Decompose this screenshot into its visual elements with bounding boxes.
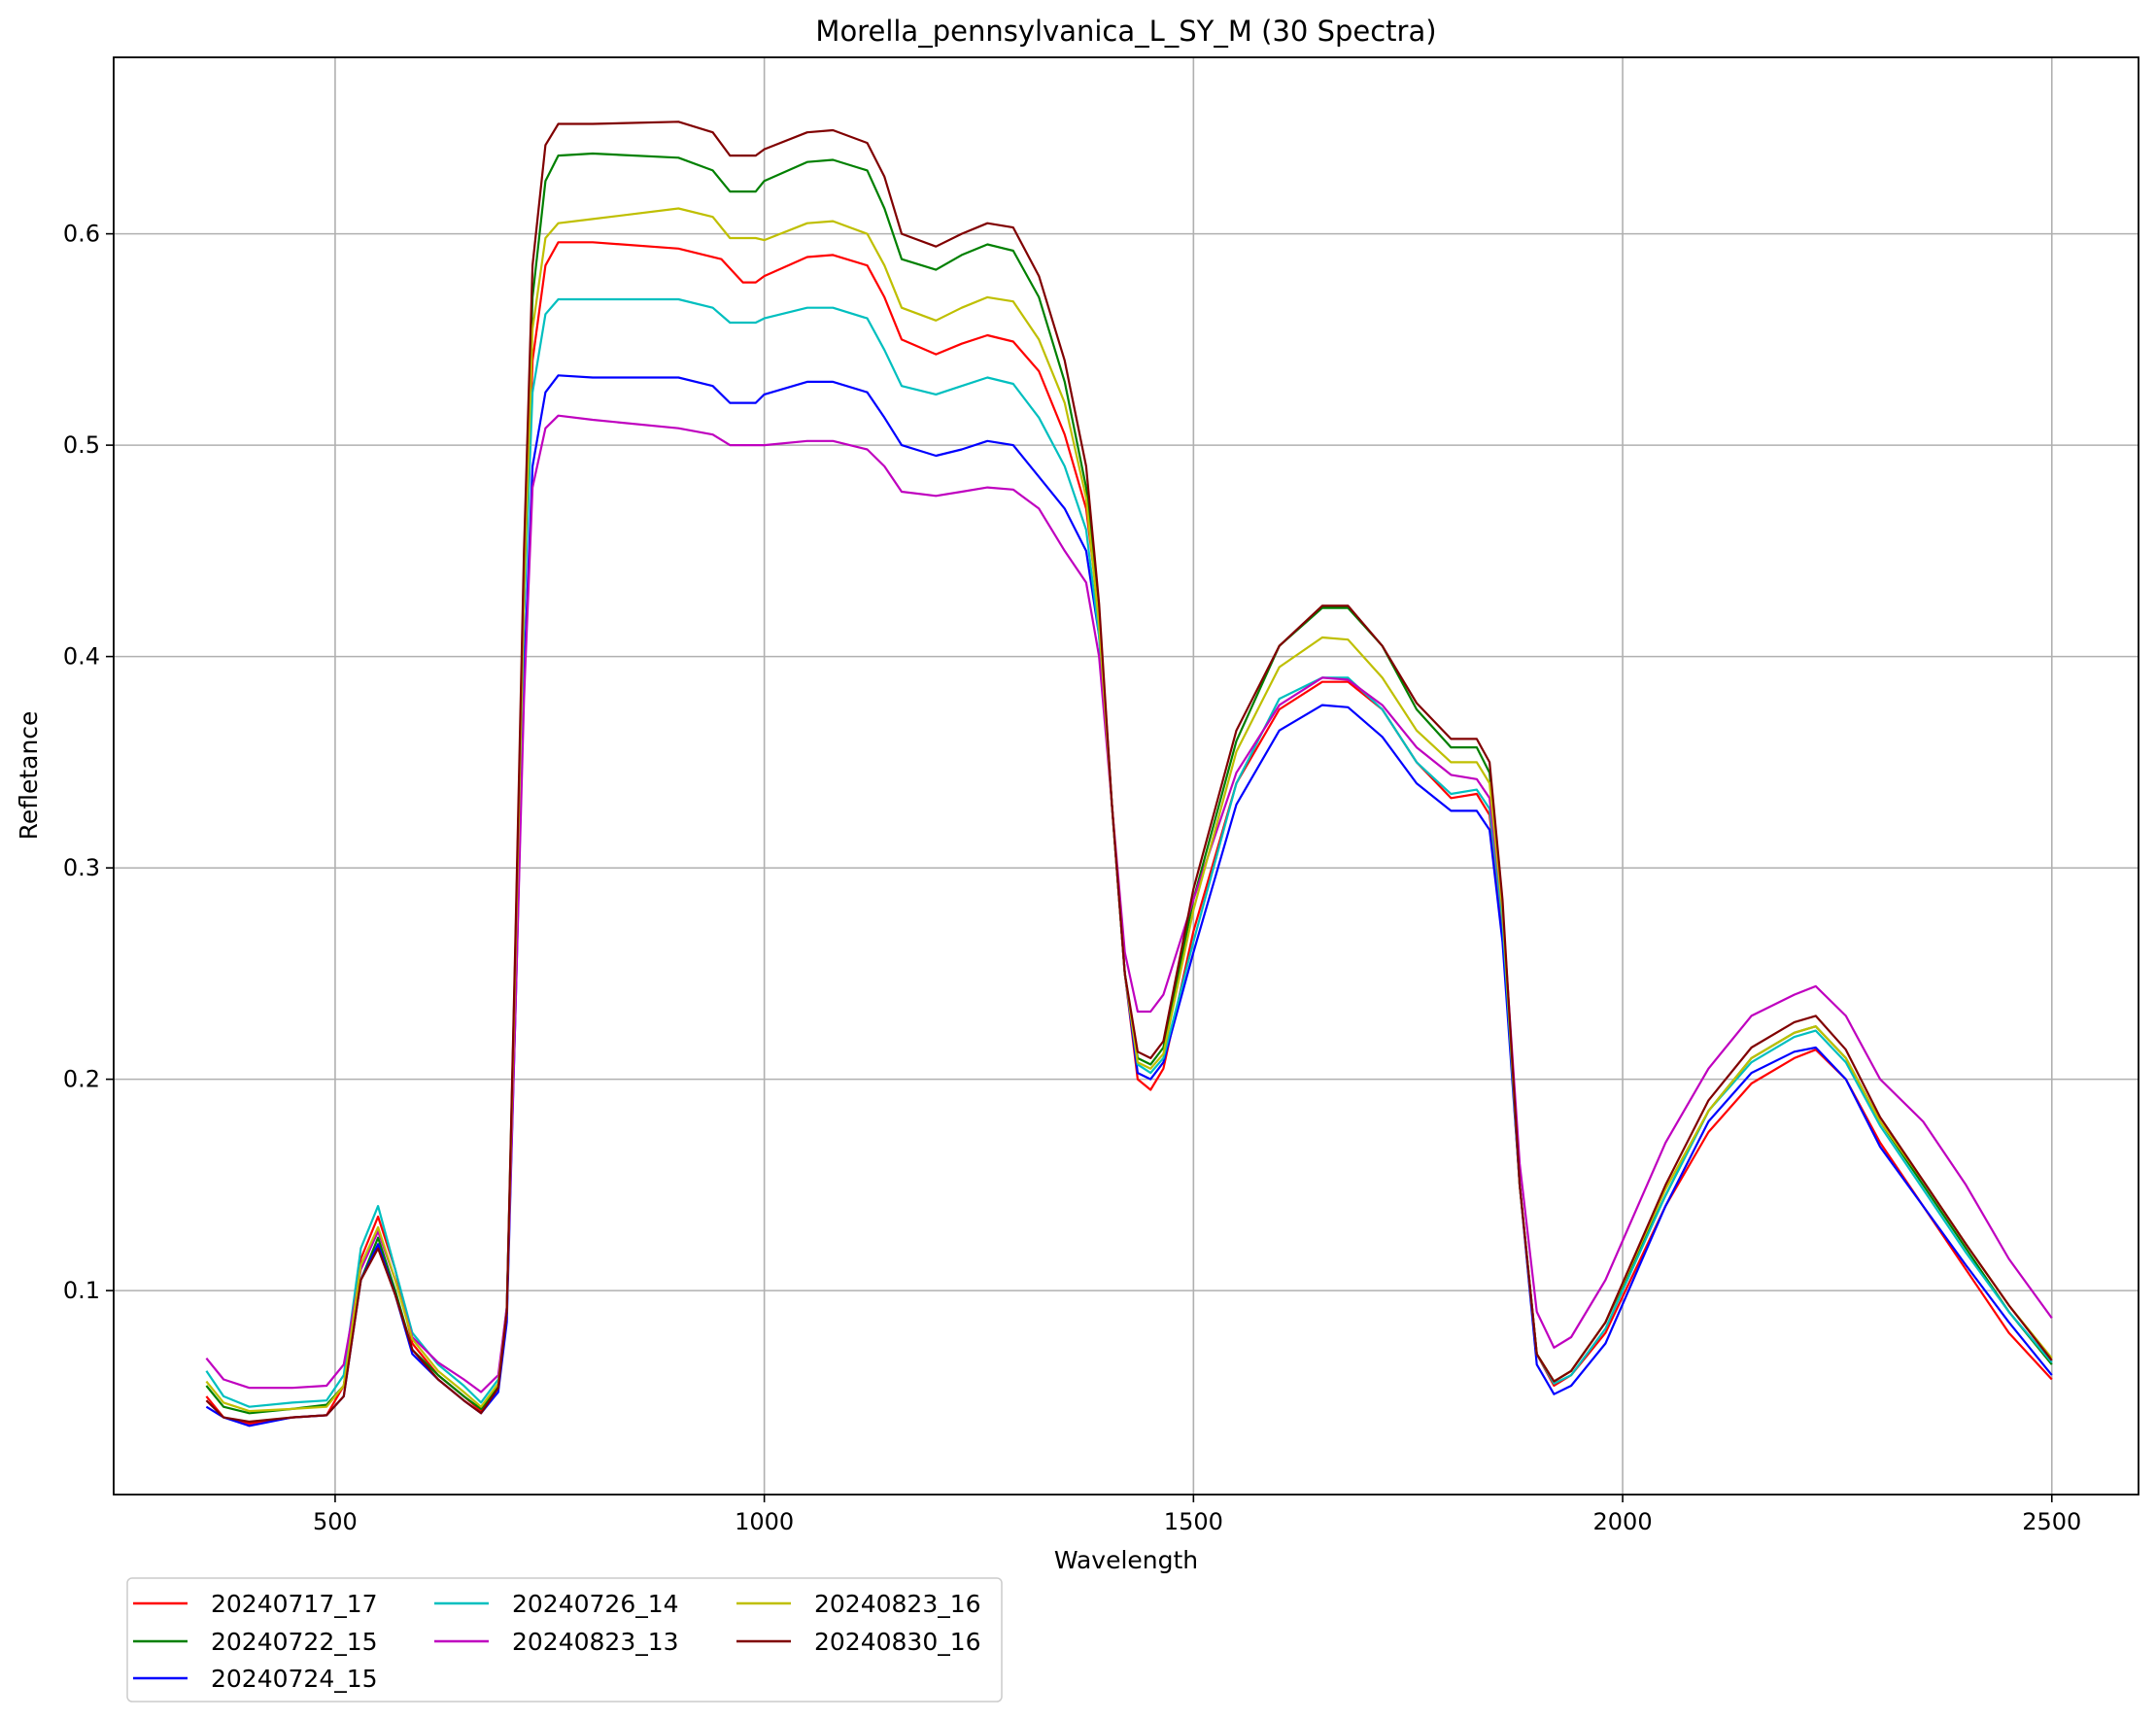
grid [114, 57, 2139, 1495]
legend-label: 20240823_13 [512, 1628, 679, 1656]
x-tick-label: 500 [313, 1508, 358, 1535]
y-tick-label: 0.2 [63, 1066, 100, 1093]
legend: 20240717_17 20240722_15 20240724_15 2024072… [126, 1577, 1003, 1703]
axis-ticks: 500 1000 1500 2000 2500 0.1 0.2 0.3 0.4 0.5 0.6 [63, 221, 2081, 1535]
legend-label: 20240717_17 [211, 1590, 378, 1618]
legend-item: 20240717_17 [133, 1590, 378, 1618]
y-tick-label: 0.6 [63, 221, 100, 248]
y-axis-label: Refletance [15, 711, 43, 841]
series-line-20240830_16 [205, 120, 2053, 1424]
x-axis-label: Wavelength [1054, 1546, 1198, 1574]
y-tick-label: 0.3 [63, 854, 100, 881]
x-tick-label: 2000 [1593, 1508, 1653, 1535]
series-line-20240726_14 [205, 297, 2053, 1408]
legend-item: 20240830_16 [736, 1628, 981, 1656]
legend-label: 20240830_16 [814, 1628, 981, 1656]
legend-item: 20240726_14 [434, 1590, 679, 1618]
series-line-20240823_13 [205, 414, 2053, 1393]
legend-item: 20240823_16 [736, 1590, 981, 1618]
series-lines [205, 120, 2053, 1428]
legend-frame [126, 1577, 1003, 1703]
y-tick-label: 0.5 [63, 431, 100, 459]
legend-item: 20240724_15 [133, 1665, 378, 1693]
legend-item: 20240722_15 [133, 1628, 378, 1656]
plot-frame [113, 56, 2139, 1496]
y-tick-label: 0.1 [63, 1277, 100, 1304]
legend-label: 20240724_15 [211, 1665, 378, 1693]
legend-label: 20240726_14 [512, 1590, 679, 1618]
legend-label: 20240823_16 [814, 1590, 981, 1618]
x-tick-label: 1000 [735, 1508, 794, 1535]
x-tick-label: 2500 [2022, 1508, 2081, 1535]
legend-label: 20240722_15 [211, 1628, 378, 1656]
x-tick-label: 1500 [1164, 1508, 1223, 1535]
y-tick-label: 0.4 [63, 643, 100, 671]
legend-item: 20240823_13 [434, 1628, 679, 1656]
chart-title: Morella_pennsylvanica_L_SY_M (30 Spectra… [815, 15, 1436, 48]
